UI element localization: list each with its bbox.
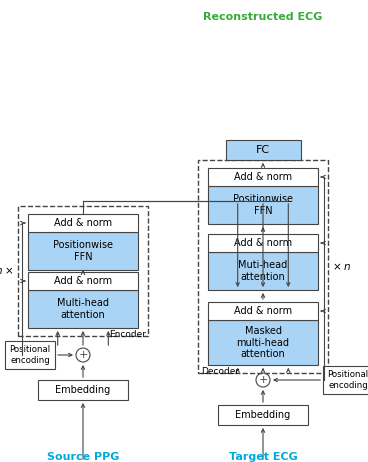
Bar xyxy=(18,206,148,336)
Text: Positionwise
FFN: Positionwise FFN xyxy=(53,240,113,262)
Bar xyxy=(5,341,55,369)
Text: Add & norm: Add & norm xyxy=(234,238,292,248)
Text: Multi-head
attention: Multi-head attention xyxy=(57,298,109,320)
Bar xyxy=(208,186,318,224)
Text: +: + xyxy=(258,375,268,385)
Text: Reconstructed ECG: Reconstructed ECG xyxy=(203,12,323,22)
Bar xyxy=(226,140,301,160)
Bar xyxy=(198,160,328,373)
Text: Embedding: Embedding xyxy=(236,410,291,420)
Text: +: + xyxy=(78,350,88,360)
Text: Source PPG: Source PPG xyxy=(47,452,119,462)
Bar xyxy=(218,405,308,425)
Text: Add & norm: Add & norm xyxy=(234,172,292,182)
Text: Muti-head
attention: Muti-head attention xyxy=(238,260,288,282)
Bar xyxy=(38,380,128,400)
Bar xyxy=(208,168,318,186)
Bar xyxy=(28,272,138,290)
Bar xyxy=(208,320,318,365)
Text: Decoder: Decoder xyxy=(201,367,239,376)
Text: Positionwise
FFN: Positionwise FFN xyxy=(233,194,293,216)
Text: Positional
encoding: Positional encoding xyxy=(328,371,368,390)
Bar xyxy=(208,252,318,290)
Text: Encoder: Encoder xyxy=(109,330,146,339)
Bar xyxy=(208,302,318,320)
Text: Target ECG: Target ECG xyxy=(229,452,297,462)
Text: Add & norm: Add & norm xyxy=(54,276,112,286)
Bar xyxy=(28,290,138,328)
Text: $n$ ×: $n$ × xyxy=(0,266,14,276)
Text: Add & norm: Add & norm xyxy=(234,306,292,316)
Bar xyxy=(28,232,138,270)
Bar xyxy=(323,366,368,394)
Text: Add & norm: Add & norm xyxy=(54,218,112,228)
Text: Embedding: Embedding xyxy=(55,385,111,395)
Text: FC: FC xyxy=(256,145,270,155)
Text: Positional
encoding: Positional encoding xyxy=(10,345,50,365)
Bar xyxy=(28,214,138,232)
Text: Masked
multi-head
attention: Masked multi-head attention xyxy=(237,326,290,359)
Text: × $n$: × $n$ xyxy=(332,261,352,272)
Bar xyxy=(208,234,318,252)
